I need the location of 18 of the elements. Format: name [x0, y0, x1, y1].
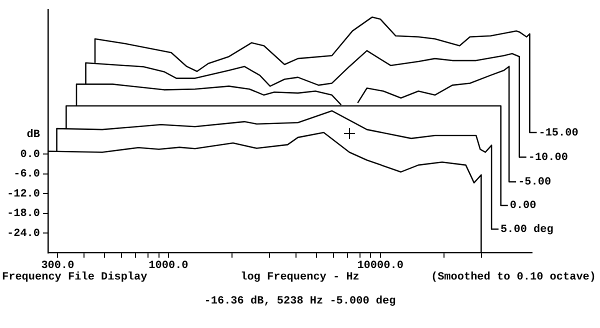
y-tick-label: -18.0	[6, 208, 40, 220]
x-tick-label: 10000.0	[357, 260, 404, 272]
x-axis-title: log Frequency - Hz	[240, 272, 360, 284]
legend-label: -15.00	[538, 127, 578, 140]
y-tick-label: -6.0	[14, 168, 40, 181]
x-tick-label: 300.0	[41, 260, 74, 272]
y-axis-title: dB	[26, 128, 40, 141]
legend-label: 0.00	[510, 200, 536, 212]
text: Frequency File Display	[2, 272, 148, 284]
text: -16.36 dB, 5238 Hz -5.000 deg	[204, 296, 396, 308]
x-tick-label: 1000.0	[148, 260, 188, 272]
legend-label: 5.00 deg	[500, 224, 554, 236]
legend-label: -5.00	[518, 176, 552, 189]
y-tick-label: -24.0	[6, 228, 40, 240]
y-tick-label: -12.0	[6, 188, 40, 200]
legend-label: -10.00	[528, 152, 568, 164]
text: (Smoothed to 0.10 octave)	[430, 272, 596, 284]
y-tick-label: 0.0	[20, 148, 40, 161]
